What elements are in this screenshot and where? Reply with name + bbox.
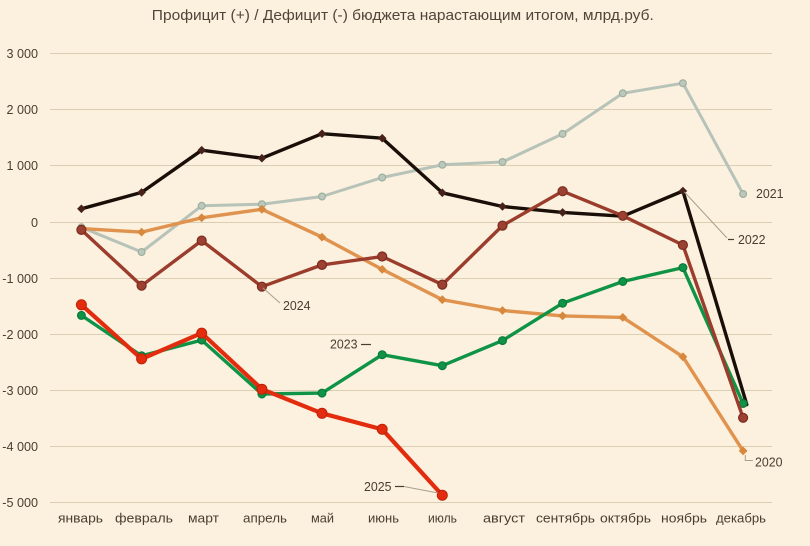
svg-text:июнь: июнь <box>368 511 399 526</box>
svg-text:январь: январь <box>58 511 103 526</box>
svg-text:май: май <box>311 511 334 526</box>
svg-text:-5 000: -5 000 <box>2 496 38 510</box>
svg-text:2020: 2020 <box>755 455 783 470</box>
svg-text:2 000: 2 000 <box>6 103 38 117</box>
svg-text:сентябрь: сентябрь <box>536 511 595 526</box>
svg-text:июль: июль <box>428 511 457 526</box>
svg-text:2024: 2024 <box>283 298 311 313</box>
svg-text:октябрь: октябрь <box>600 511 651 526</box>
svg-text:-2 000: -2 000 <box>2 328 38 342</box>
svg-text:2025: 2025 <box>364 479 392 494</box>
svg-text:Профицит (+) / Дефицит (-) бюд: Профицит (+) / Дефицит (-) бюджета нарас… <box>152 7 654 24</box>
svg-text:декабрь: декабрь <box>716 511 766 526</box>
svg-text:2022: 2022 <box>738 232 766 247</box>
svg-text:апрель: апрель <box>243 511 287 526</box>
svg-text:-3 000: -3 000 <box>2 384 38 398</box>
svg-text:август: август <box>483 511 525 526</box>
svg-text:0: 0 <box>31 216 38 230</box>
svg-text:февраль: февраль <box>115 511 173 526</box>
svg-text:ноябрь: ноябрь <box>661 511 707 526</box>
svg-text:март: март <box>188 511 219 526</box>
svg-text:2021: 2021 <box>756 186 784 201</box>
svg-text:3 000: 3 000 <box>6 47 38 61</box>
svg-text:2023: 2023 <box>330 337 358 352</box>
svg-text:-4 000: -4 000 <box>2 440 38 454</box>
svg-text:1 000: 1 000 <box>6 159 38 173</box>
svg-text:-1 000: -1 000 <box>2 272 38 286</box>
